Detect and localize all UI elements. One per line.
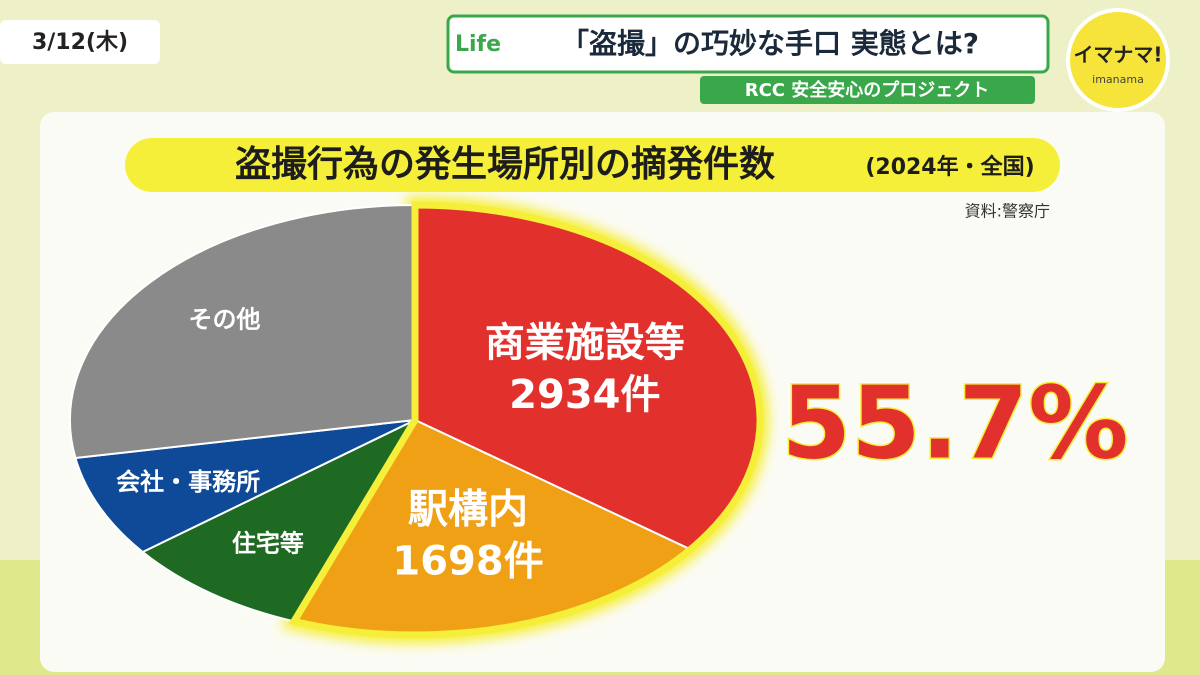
slice-label: 駅構内 <box>408 487 528 533</box>
slice-label: その他 <box>188 306 260 334</box>
date-box <box>0 20 160 64</box>
logo: イマナマ! <box>1073 43 1162 67</box>
title-box <box>125 138 1060 192</box>
slice-label: 商業施設等 <box>485 320 685 366</box>
pie-slice <box>74 419 416 554</box>
chart-title: 盗撮行為の発生場所別の摘発件数 <box>235 143 775 185</box>
headline: 「盗撮」の巧妙な手口 実態とは? <box>561 27 979 60</box>
slice-label: 住宅等 <box>232 530 304 558</box>
source: 資料:警察庁 <box>965 202 1050 221</box>
headline-box <box>446 14 1050 74</box>
pie-slice <box>69 203 416 460</box>
logo-sub: imanama <box>1092 73 1144 86</box>
annotation: 55.7% <box>782 364 1129 481</box>
project: RCC 安全安心のプロジェクト <box>745 79 990 101</box>
slice-label: 会社・事務所 <box>116 468 260 496</box>
project-box <box>700 76 1035 104</box>
pie-slice <box>140 417 418 623</box>
logo-badge <box>1066 8 1170 112</box>
highlight-outline <box>288 201 764 639</box>
chart-subtitle: (2024年・全国) <box>865 154 1034 180</box>
value-label: 2934件 <box>509 372 660 418</box>
date: 3/12(木) <box>32 30 128 55</box>
corner-tag: Life <box>455 32 501 57</box>
value-label: 1698件 <box>392 539 543 585</box>
